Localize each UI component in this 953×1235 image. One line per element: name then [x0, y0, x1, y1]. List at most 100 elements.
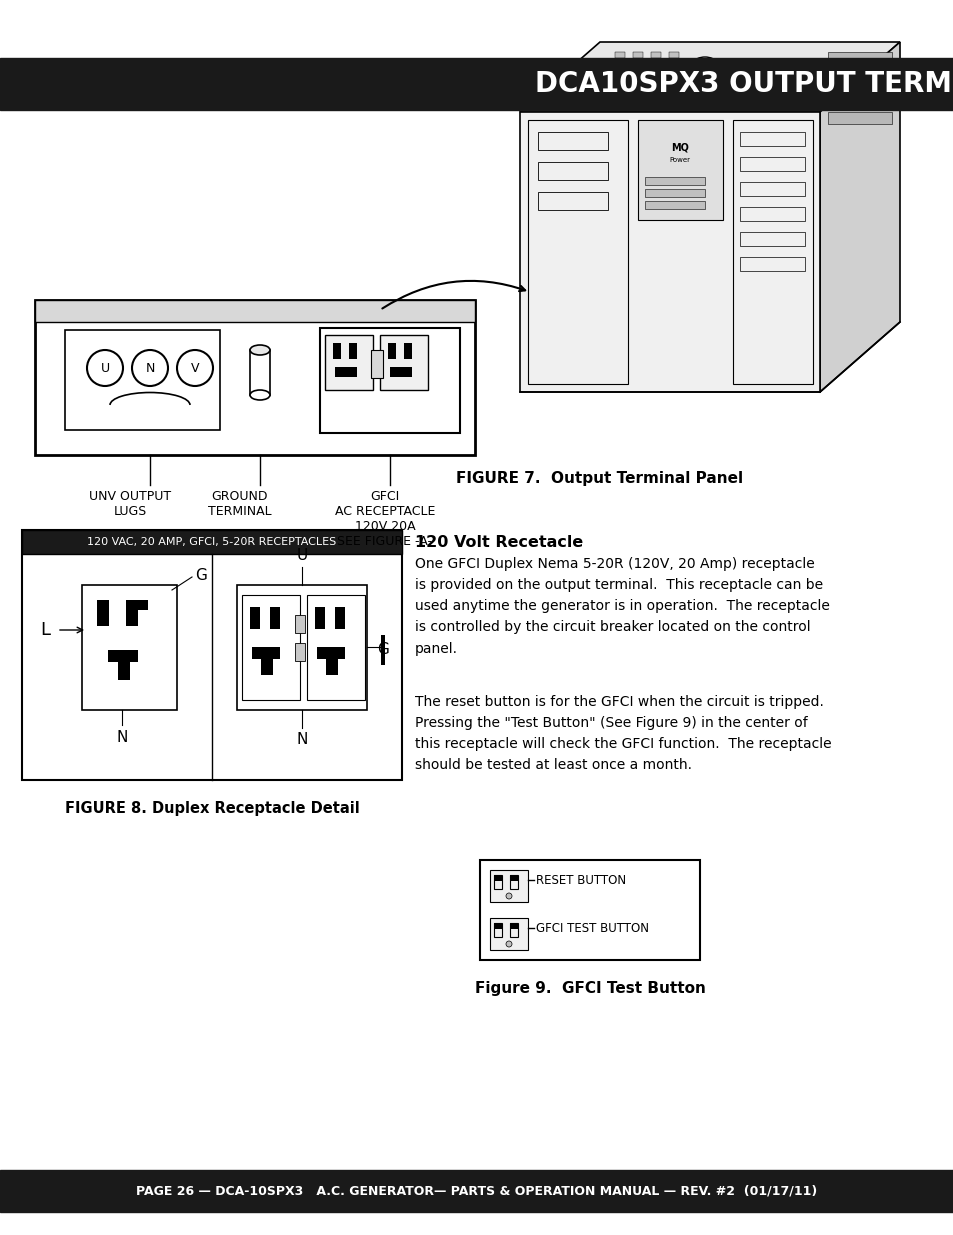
- Bar: [668, 82, 679, 88]
- Bar: [827, 91, 891, 104]
- Bar: [479, 860, 700, 960]
- Bar: [650, 62, 660, 68]
- Bar: [644, 189, 704, 198]
- Bar: [22, 530, 401, 781]
- Bar: [388, 343, 395, 359]
- Bar: [668, 62, 679, 68]
- Bar: [740, 257, 804, 270]
- Bar: [740, 132, 804, 146]
- Bar: [644, 177, 704, 185]
- Text: Power: Power: [669, 157, 690, 163]
- Bar: [390, 367, 412, 377]
- Bar: [294, 643, 305, 661]
- Text: One GFCI Duplex Nema 5-20R (120V, 20 Amp) receptacle
is provided on the output t: One GFCI Duplex Nema 5-20R (120V, 20 Amp…: [415, 557, 829, 656]
- Bar: [380, 635, 385, 664]
- Text: 120 Volt Recetacle: 120 Volt Recetacle: [415, 535, 582, 550]
- Text: PAGE 26 — DCA-10SPX3   A.C. GENERATOR— PARTS & OPERATION MANUAL — REV. #2  (01/1: PAGE 26 — DCA-10SPX3 A.C. GENERATOR— PAR…: [136, 1184, 817, 1198]
- Bar: [35, 300, 475, 322]
- Bar: [494, 923, 501, 929]
- Bar: [118, 662, 130, 680]
- Bar: [510, 876, 517, 889]
- Bar: [510, 923, 517, 929]
- Bar: [633, 52, 642, 58]
- Text: GROUND
TERMINAL: GROUND TERMINAL: [208, 490, 272, 517]
- Bar: [494, 876, 501, 889]
- Text: G: G: [194, 568, 207, 583]
- Bar: [65, 330, 220, 430]
- Bar: [22, 530, 401, 555]
- Bar: [35, 300, 475, 454]
- Bar: [633, 82, 642, 88]
- Bar: [379, 335, 428, 390]
- Circle shape: [505, 893, 512, 899]
- Bar: [740, 232, 804, 246]
- Bar: [668, 52, 679, 58]
- Circle shape: [132, 350, 168, 387]
- Text: GFCI TEST BUTTON: GFCI TEST BUTTON: [536, 921, 648, 935]
- Text: Figure 9.  GFCI Test Button: Figure 9. GFCI Test Button: [474, 981, 704, 995]
- Bar: [270, 606, 280, 629]
- Ellipse shape: [250, 345, 270, 354]
- Text: FIGURE 7.  Output Terminal Panel: FIGURE 7. Output Terminal Panel: [456, 471, 742, 485]
- Bar: [325, 335, 373, 390]
- Bar: [307, 595, 365, 700]
- Bar: [519, 112, 820, 391]
- Text: The reset button is for the GFCI when the circuit is tripped.
Pressing the "Test: The reset button is for the GFCI when th…: [415, 695, 831, 772]
- Text: GFCI
AC RECEPTACLE
120V 20A
SEE FIGURE -A-: GFCI AC RECEPTACLE 120V 20A SEE FIGURE -…: [335, 490, 435, 548]
- Bar: [740, 157, 804, 170]
- Bar: [490, 869, 527, 902]
- Bar: [615, 72, 624, 78]
- Bar: [97, 600, 109, 626]
- Bar: [615, 52, 624, 58]
- Bar: [732, 120, 812, 384]
- Text: N: N: [145, 363, 154, 375]
- Bar: [827, 72, 891, 84]
- Bar: [740, 207, 804, 221]
- Bar: [250, 606, 260, 629]
- Bar: [633, 62, 642, 68]
- Bar: [314, 606, 325, 629]
- Text: V: V: [191, 363, 199, 375]
- Circle shape: [177, 350, 213, 387]
- Bar: [510, 923, 517, 937]
- Text: N: N: [296, 732, 308, 747]
- Bar: [0, 58, 953, 110]
- Bar: [250, 350, 270, 395]
- Bar: [335, 606, 345, 629]
- Bar: [335, 367, 356, 377]
- Bar: [644, 201, 704, 209]
- Bar: [510, 876, 517, 881]
- Bar: [615, 62, 624, 68]
- Bar: [537, 132, 607, 149]
- Bar: [633, 91, 642, 98]
- Bar: [633, 72, 642, 78]
- Bar: [0, 1170, 953, 1212]
- Bar: [316, 647, 345, 659]
- Bar: [494, 923, 501, 937]
- Bar: [490, 918, 527, 950]
- Bar: [294, 615, 305, 634]
- Circle shape: [87, 350, 123, 387]
- Text: MQ: MQ: [670, 142, 688, 152]
- Bar: [236, 585, 367, 710]
- Text: L: L: [40, 621, 50, 638]
- Bar: [650, 91, 660, 98]
- Text: N: N: [116, 730, 128, 745]
- Bar: [650, 52, 660, 58]
- Text: DCA10SPX3 OUTPUT TERMINAL: DCA10SPX3 OUTPUT TERMINAL: [535, 70, 953, 98]
- Bar: [403, 343, 412, 359]
- Bar: [650, 72, 660, 78]
- Bar: [668, 91, 679, 98]
- Bar: [615, 82, 624, 88]
- Text: U: U: [100, 363, 110, 375]
- Text: UNV OUTPUT
LUGS: UNV OUTPUT LUGS: [89, 490, 171, 517]
- Polygon shape: [519, 42, 899, 112]
- Bar: [615, 91, 624, 98]
- Bar: [638, 120, 722, 220]
- Bar: [827, 52, 891, 64]
- Bar: [326, 659, 337, 676]
- Bar: [668, 72, 679, 78]
- Text: 120 VAC, 20 AMP, GFCI, 5-20R RECEPTACLES: 120 VAC, 20 AMP, GFCI, 5-20R RECEPTACLES: [88, 537, 336, 547]
- Bar: [537, 191, 607, 210]
- Bar: [126, 600, 138, 626]
